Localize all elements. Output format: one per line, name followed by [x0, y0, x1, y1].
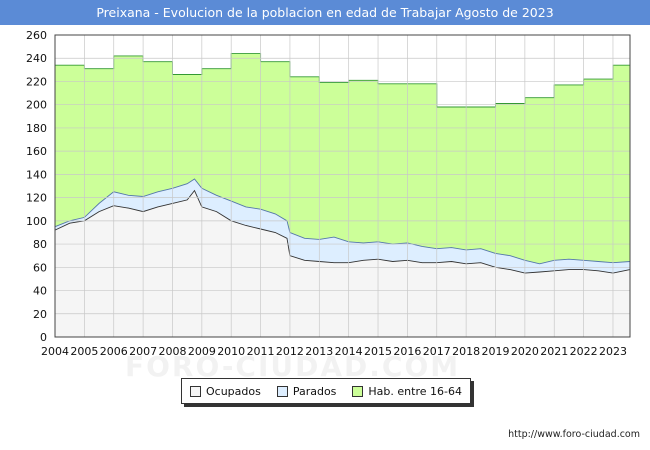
series-line-ocupados	[54, 189, 631, 274]
y-tick-label: 180	[26, 122, 47, 135]
x-tick-label: 2011	[247, 345, 275, 358]
legend-item-hab: Hab. entre 16-64	[352, 385, 462, 398]
y-tick-label: 200	[26, 99, 47, 112]
y-tick-label: 240	[26, 52, 47, 65]
y-tick-label: 120	[26, 192, 47, 205]
x-tick-label: 2016	[393, 345, 421, 358]
x-tick-label: 2009	[188, 345, 216, 358]
x-tick-label: 2010	[217, 345, 245, 358]
y-tick-label: 0	[40, 331, 47, 344]
legend-swatch-ocupados	[189, 385, 201, 397]
y-tick-label: 60	[33, 261, 47, 274]
x-tick-label: 2023	[599, 345, 627, 358]
y-tick-label: 140	[26, 168, 47, 181]
x-tick-label: 2004	[41, 345, 69, 358]
x-tick-label: 2008	[158, 345, 186, 358]
legend-item-parados: Parados	[276, 384, 337, 398]
chart-legend: Ocupados Parados Hab. entre 16-64	[181, 378, 471, 404]
y-tick-label: 220	[26, 75, 47, 88]
legend-swatch-hab	[352, 385, 364, 397]
x-tick-label: 2020	[511, 345, 539, 358]
x-tick-label: 2014	[335, 345, 363, 358]
y-tick-label: 80	[33, 238, 47, 251]
legend-label-ocupados: Ocupados	[205, 384, 261, 398]
legend-item-ocupados: Ocupados	[189, 384, 261, 398]
y-tick-label: 20	[33, 308, 47, 321]
series-line-parados	[54, 178, 631, 265]
legend-label-hab: Hab. entre 16-64	[368, 384, 462, 398]
plot-frame	[54, 34, 631, 338]
legend-label-parados: Parados	[292, 384, 337, 398]
x-tick-label: 2019	[482, 345, 510, 358]
chart-title: Preixana - Evolucion de la poblacion en …	[0, 0, 650, 25]
x-tick-label: 2021	[540, 345, 568, 358]
source-url: http://www.foro-ciudad.com	[508, 429, 640, 440]
y-tick-label: 160	[26, 145, 47, 158]
y-tick-label: 40	[33, 285, 47, 298]
x-tick-label: 2017	[423, 345, 451, 358]
x-tick-label: 2006	[100, 345, 128, 358]
x-tick-label: 2018	[452, 345, 480, 358]
y-tick-label: 260	[26, 29, 47, 42]
legend-swatch-parados	[276, 385, 288, 397]
x-tick-label: 2015	[364, 345, 392, 358]
x-tick-label: 2012	[276, 345, 304, 358]
watermark: FORO-CIUDAD.COM	[125, 350, 461, 383]
y-tick-label: 100	[26, 215, 47, 228]
series-line-hab-entre-16-64	[55, 53, 630, 108]
series-area-ocupados	[55, 190, 630, 337]
x-tick-label: 2022	[570, 345, 598, 358]
x-tick-label: 2005	[70, 345, 98, 358]
x-tick-label: 2007	[129, 345, 157, 358]
x-tick-label: 2013	[305, 345, 333, 358]
